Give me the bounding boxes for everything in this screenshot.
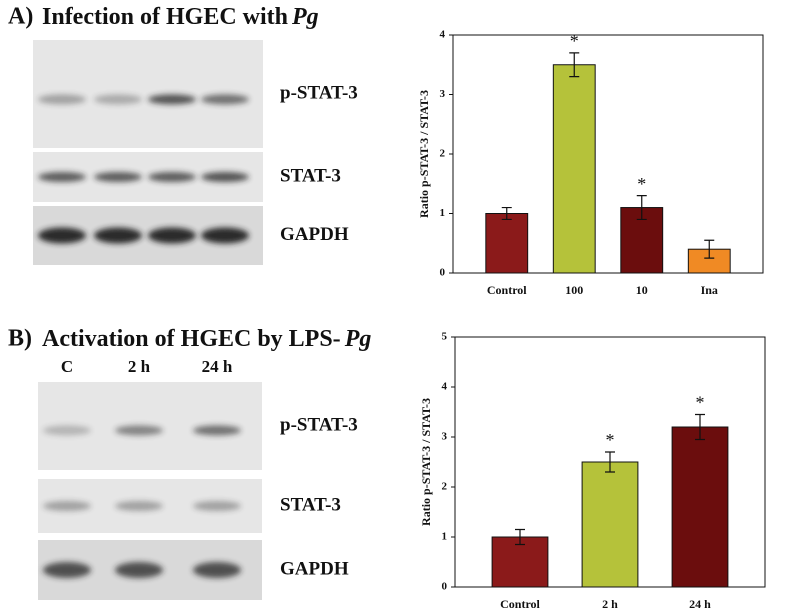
blot-band [38, 172, 86, 182]
bar [552, 64, 596, 274]
error-bar [605, 451, 615, 473]
bar [581, 461, 639, 588]
y-tick-label: 4 [442, 381, 448, 393]
panel-title-text: Infection of HGEC with [42, 4, 288, 30]
bar [491, 536, 549, 588]
error-bar [501, 206, 512, 221]
blot-label: p-STAT-3 [280, 82, 358, 103]
blot-band [115, 562, 163, 578]
blot-band [193, 501, 241, 511]
blot-band [148, 227, 196, 244]
y-tick-label: 3 [440, 88, 446, 100]
significance-marker: * [570, 31, 579, 51]
error-bar [695, 413, 705, 441]
y-tick-label: 1 [442, 531, 448, 543]
bar [485, 213, 529, 274]
blot-band [43, 425, 91, 436]
error-bar [636, 195, 647, 221]
y-tick-label: 1 [440, 207, 446, 219]
blot-label: GAPDH [280, 558, 349, 579]
x-tick-label: Control [487, 283, 527, 297]
error-bar [569, 52, 580, 78]
significance-marker: * [606, 430, 615, 450]
y-tick-label: 3 [442, 431, 448, 443]
blot-label: STAT-3 [280, 165, 341, 186]
blot-band [201, 172, 249, 182]
y-tick-label: 0 [442, 581, 448, 593]
blot-band [193, 425, 241, 436]
blot-band [201, 94, 249, 105]
blot-band [115, 501, 163, 511]
blot-band [193, 562, 241, 578]
x-tick-label: 100 [565, 283, 583, 297]
panel-title: Activation of HGEC by LPS- Pg [42, 326, 371, 352]
panel-title: Infection of HGEC with Pg [42, 4, 319, 30]
blot-band [43, 562, 91, 578]
blot-band [94, 94, 142, 105]
panel-title-em: Pg [344, 326, 372, 352]
y-axis-label: Ratio p-STAT-3 / STAT-3 [419, 398, 433, 526]
x-tick-label: Control [500, 597, 540, 611]
significance-marker: * [637, 174, 646, 194]
lane-label: 2 h [128, 357, 151, 376]
panel-label: A) [8, 4, 33, 30]
blot-band [43, 501, 91, 511]
x-tick-label: 24 h [689, 597, 711, 611]
y-tick-label: 2 [440, 148, 446, 160]
x-tick-label: Ina [701, 283, 718, 297]
error-bar [515, 528, 525, 546]
blot-label: p-STAT-3 [280, 414, 358, 435]
blot-label: STAT-3 [280, 494, 341, 515]
significance-marker: * [696, 393, 705, 413]
blot-band [115, 425, 163, 436]
blot-band [148, 172, 196, 182]
panel-label: B) [8, 326, 32, 352]
x-tick-label: 10 [636, 283, 648, 297]
panel-title-em: Pg [291, 4, 319, 30]
panel-title-text: Activation of HGEC by LPS- [42, 326, 341, 352]
error-bar [704, 239, 715, 259]
blot-band [148, 94, 196, 105]
y-tick-label: 4 [440, 29, 446, 41]
y-tick-label: 0 [440, 267, 446, 279]
y-tick-label: 5 [442, 331, 448, 343]
blot-band [201, 227, 249, 244]
lane-label: C [61, 357, 73, 376]
blot-band [94, 227, 142, 244]
blot-band [94, 172, 142, 182]
blot-band [38, 94, 86, 105]
blot-background [33, 40, 263, 148]
blot-band [38, 227, 86, 244]
blot-label: GAPDH [280, 224, 349, 245]
y-axis-label: Ratio p-STAT-3 / STAT-3 [417, 90, 431, 218]
x-tick-label: 2 h [602, 597, 618, 611]
lane-label: 24 h [202, 357, 233, 376]
y-tick-label: 2 [442, 481, 448, 493]
bar [671, 426, 729, 588]
